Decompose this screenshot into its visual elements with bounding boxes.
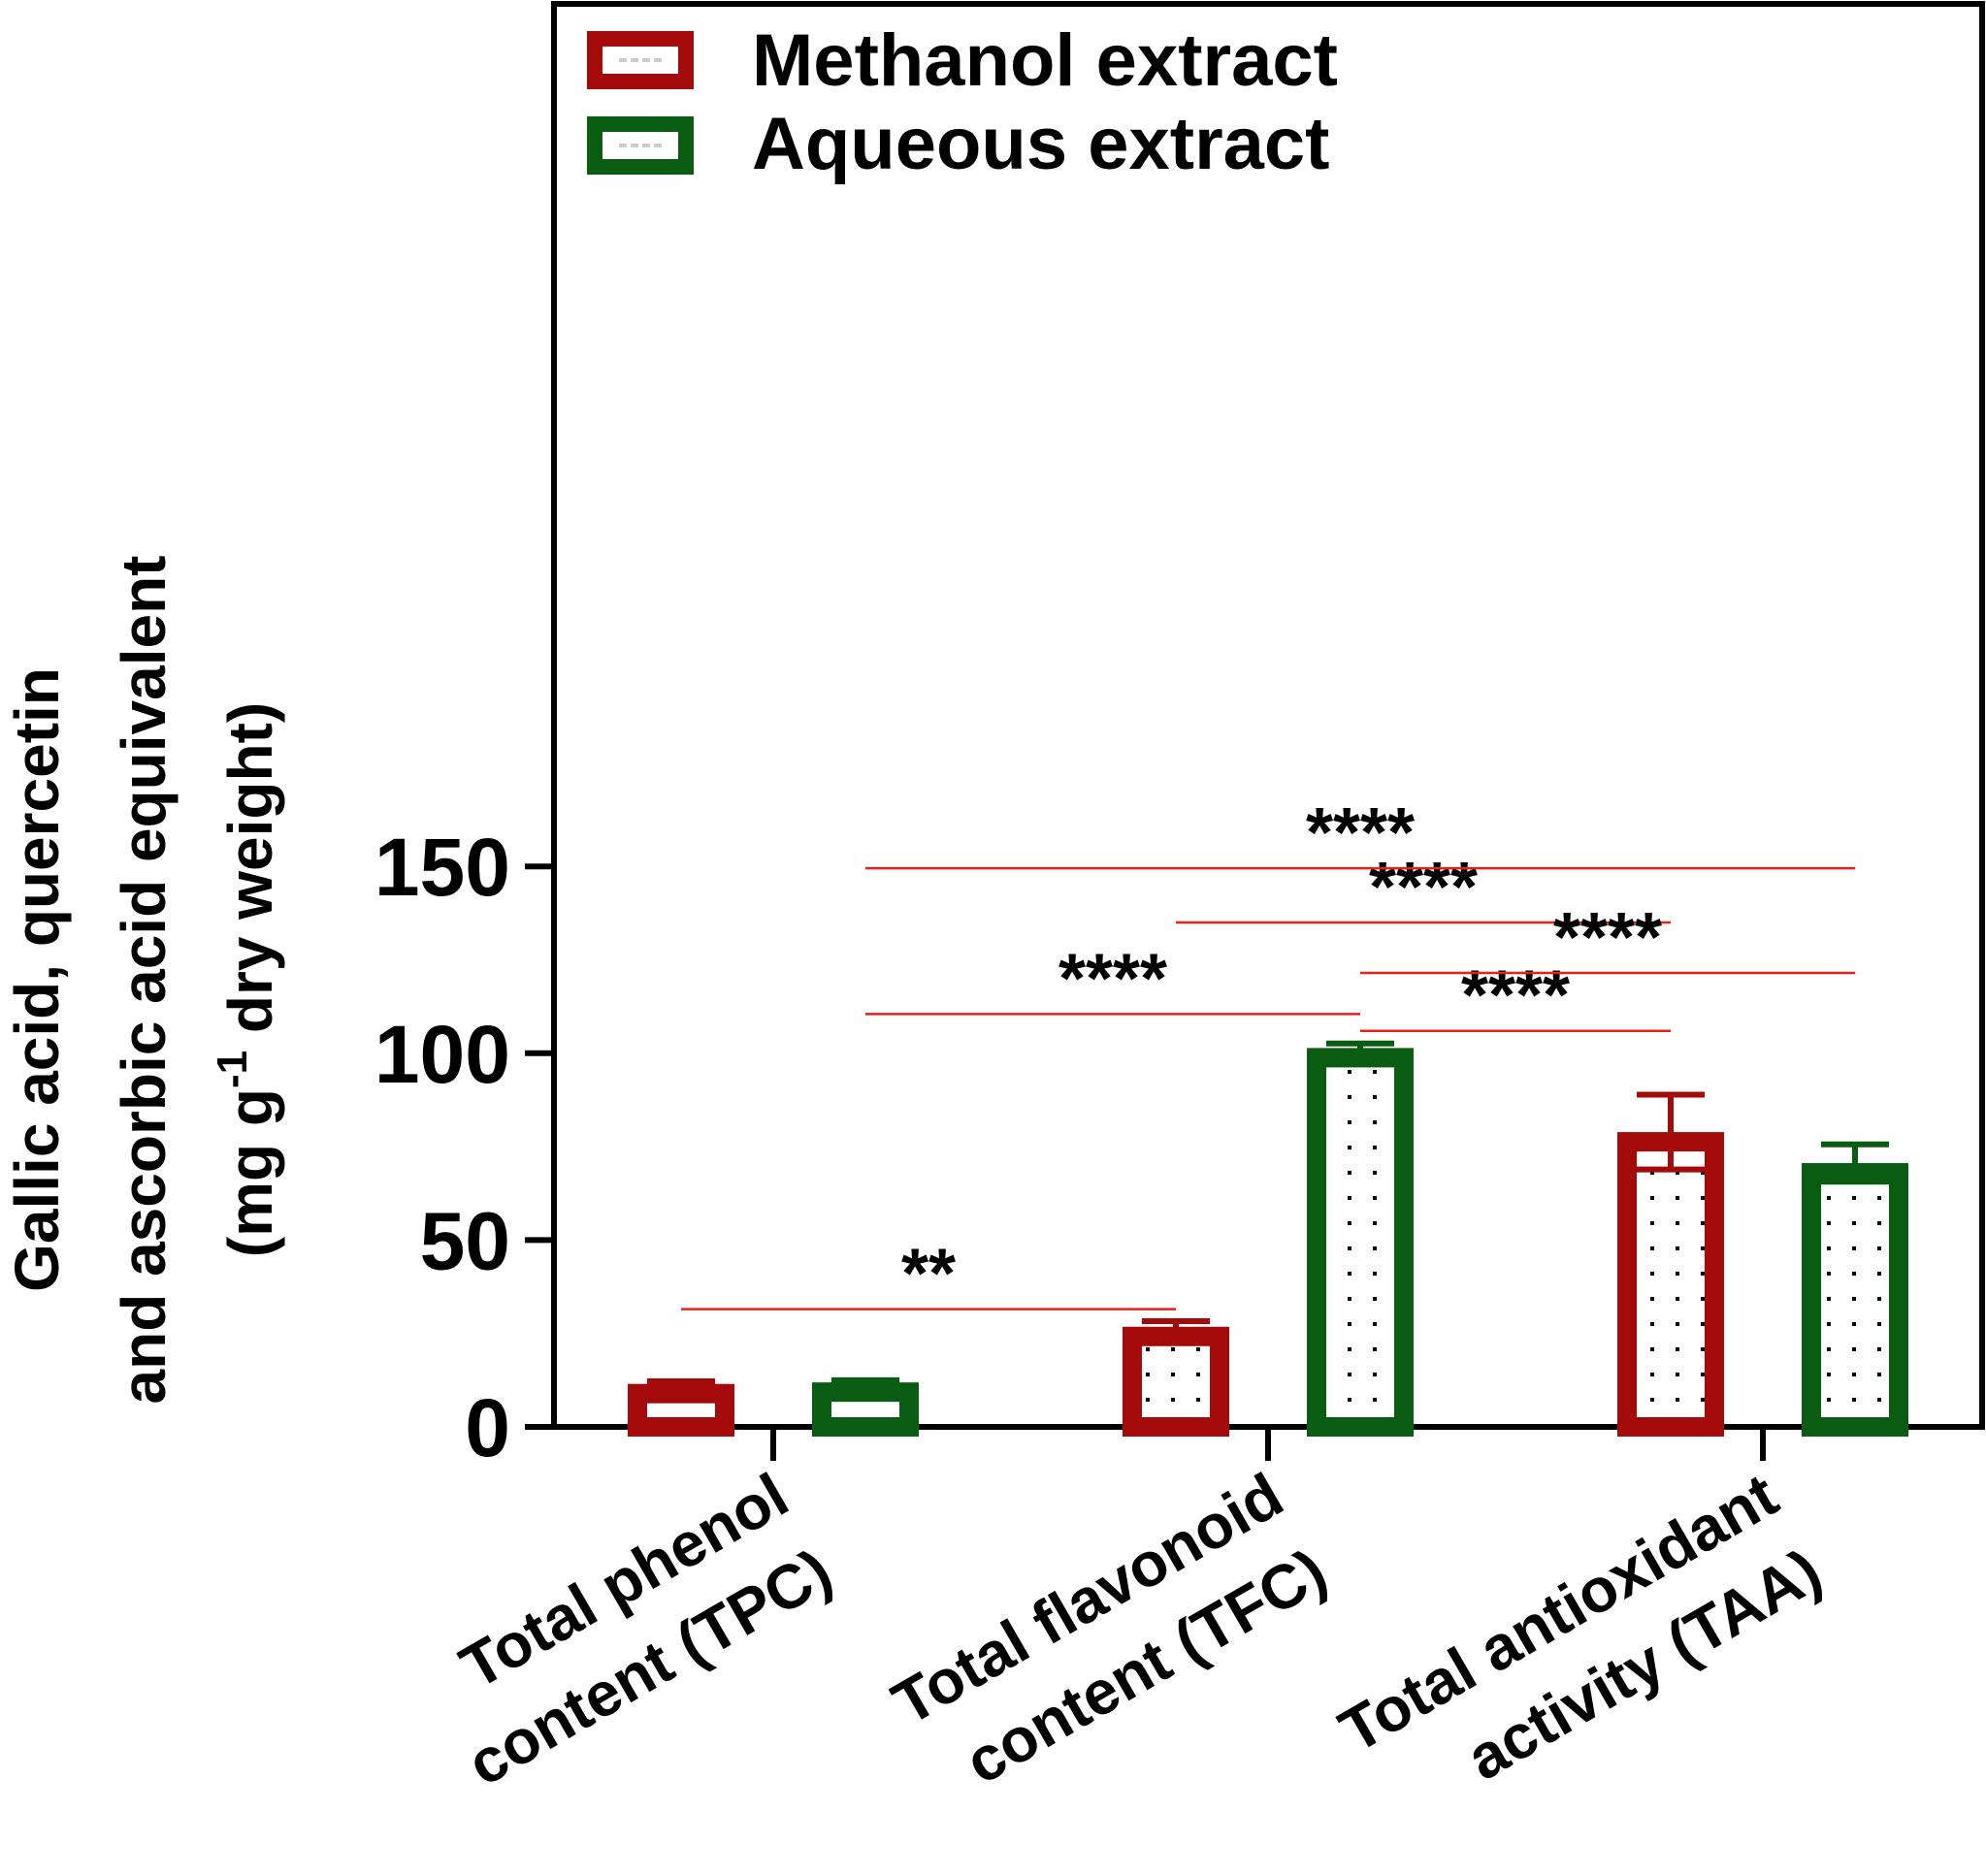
plot-frame — [551, 1, 1985, 1430]
bars — [628, 1048, 1908, 1438]
bar-aqueous-1 — [1307, 1048, 1414, 1438]
bar-aqueous-2 — [1802, 1163, 1908, 1438]
y-axis-title-line-2: and ascorbic acid equivalent — [109, 556, 179, 1405]
y-axis-title-unit-a: (mg g — [215, 1088, 285, 1257]
y-tick-label: 150 — [374, 822, 510, 913]
significance-label: **** — [1306, 794, 1415, 872]
bar-methanol-1 — [1123, 1326, 1229, 1437]
bar-aqueous-0 — [812, 1382, 919, 1438]
bar-methanol-2 — [1617, 1132, 1724, 1437]
y-tick-label: 0 — [465, 1382, 510, 1473]
significance-label: ** — [901, 1236, 956, 1313]
y-axis-title: Gallic acid, quercetin and ascorbic acid… — [2, 556, 285, 1405]
y-tick-label: 100 — [374, 1009, 510, 1100]
y-axis-title-unit-b: dry weight) — [215, 702, 285, 1051]
legend: Methanol extract Aqueous extract — [587, 19, 1338, 185]
significance-annotations: ********************** — [681, 794, 1855, 1313]
y-tick-label: 50 — [420, 1195, 510, 1286]
legend-item-aqueous: Aqueous extract — [587, 103, 1330, 185]
significance-label: **** — [1369, 849, 1478, 926]
error-bars — [647, 1040, 1889, 1390]
significance-label: **** — [1461, 957, 1570, 1035]
y-axis-title-exponent: -1 — [209, 1051, 256, 1088]
legend-label-methanol: Methanol extract — [752, 19, 1338, 102]
y-axis-title-line-1: Gallic acid, quercetin — [2, 667, 72, 1292]
legend-label-aqueous: Aqueous extract — [752, 103, 1330, 185]
significance-label: **** — [1553, 899, 1662, 977]
legend-swatch-aqueous — [587, 116, 694, 175]
legend-swatch-methanol — [587, 31, 694, 89]
y-axis-title-line-3: (mg g-1 dry weight) — [209, 702, 285, 1257]
significance-label: **** — [1058, 940, 1167, 1018]
y-axis: 0 50 100 150 — [374, 822, 554, 1473]
bar-methanol-0 — [628, 1383, 734, 1438]
legend-item-methanol: Methanol extract — [587, 19, 1338, 102]
